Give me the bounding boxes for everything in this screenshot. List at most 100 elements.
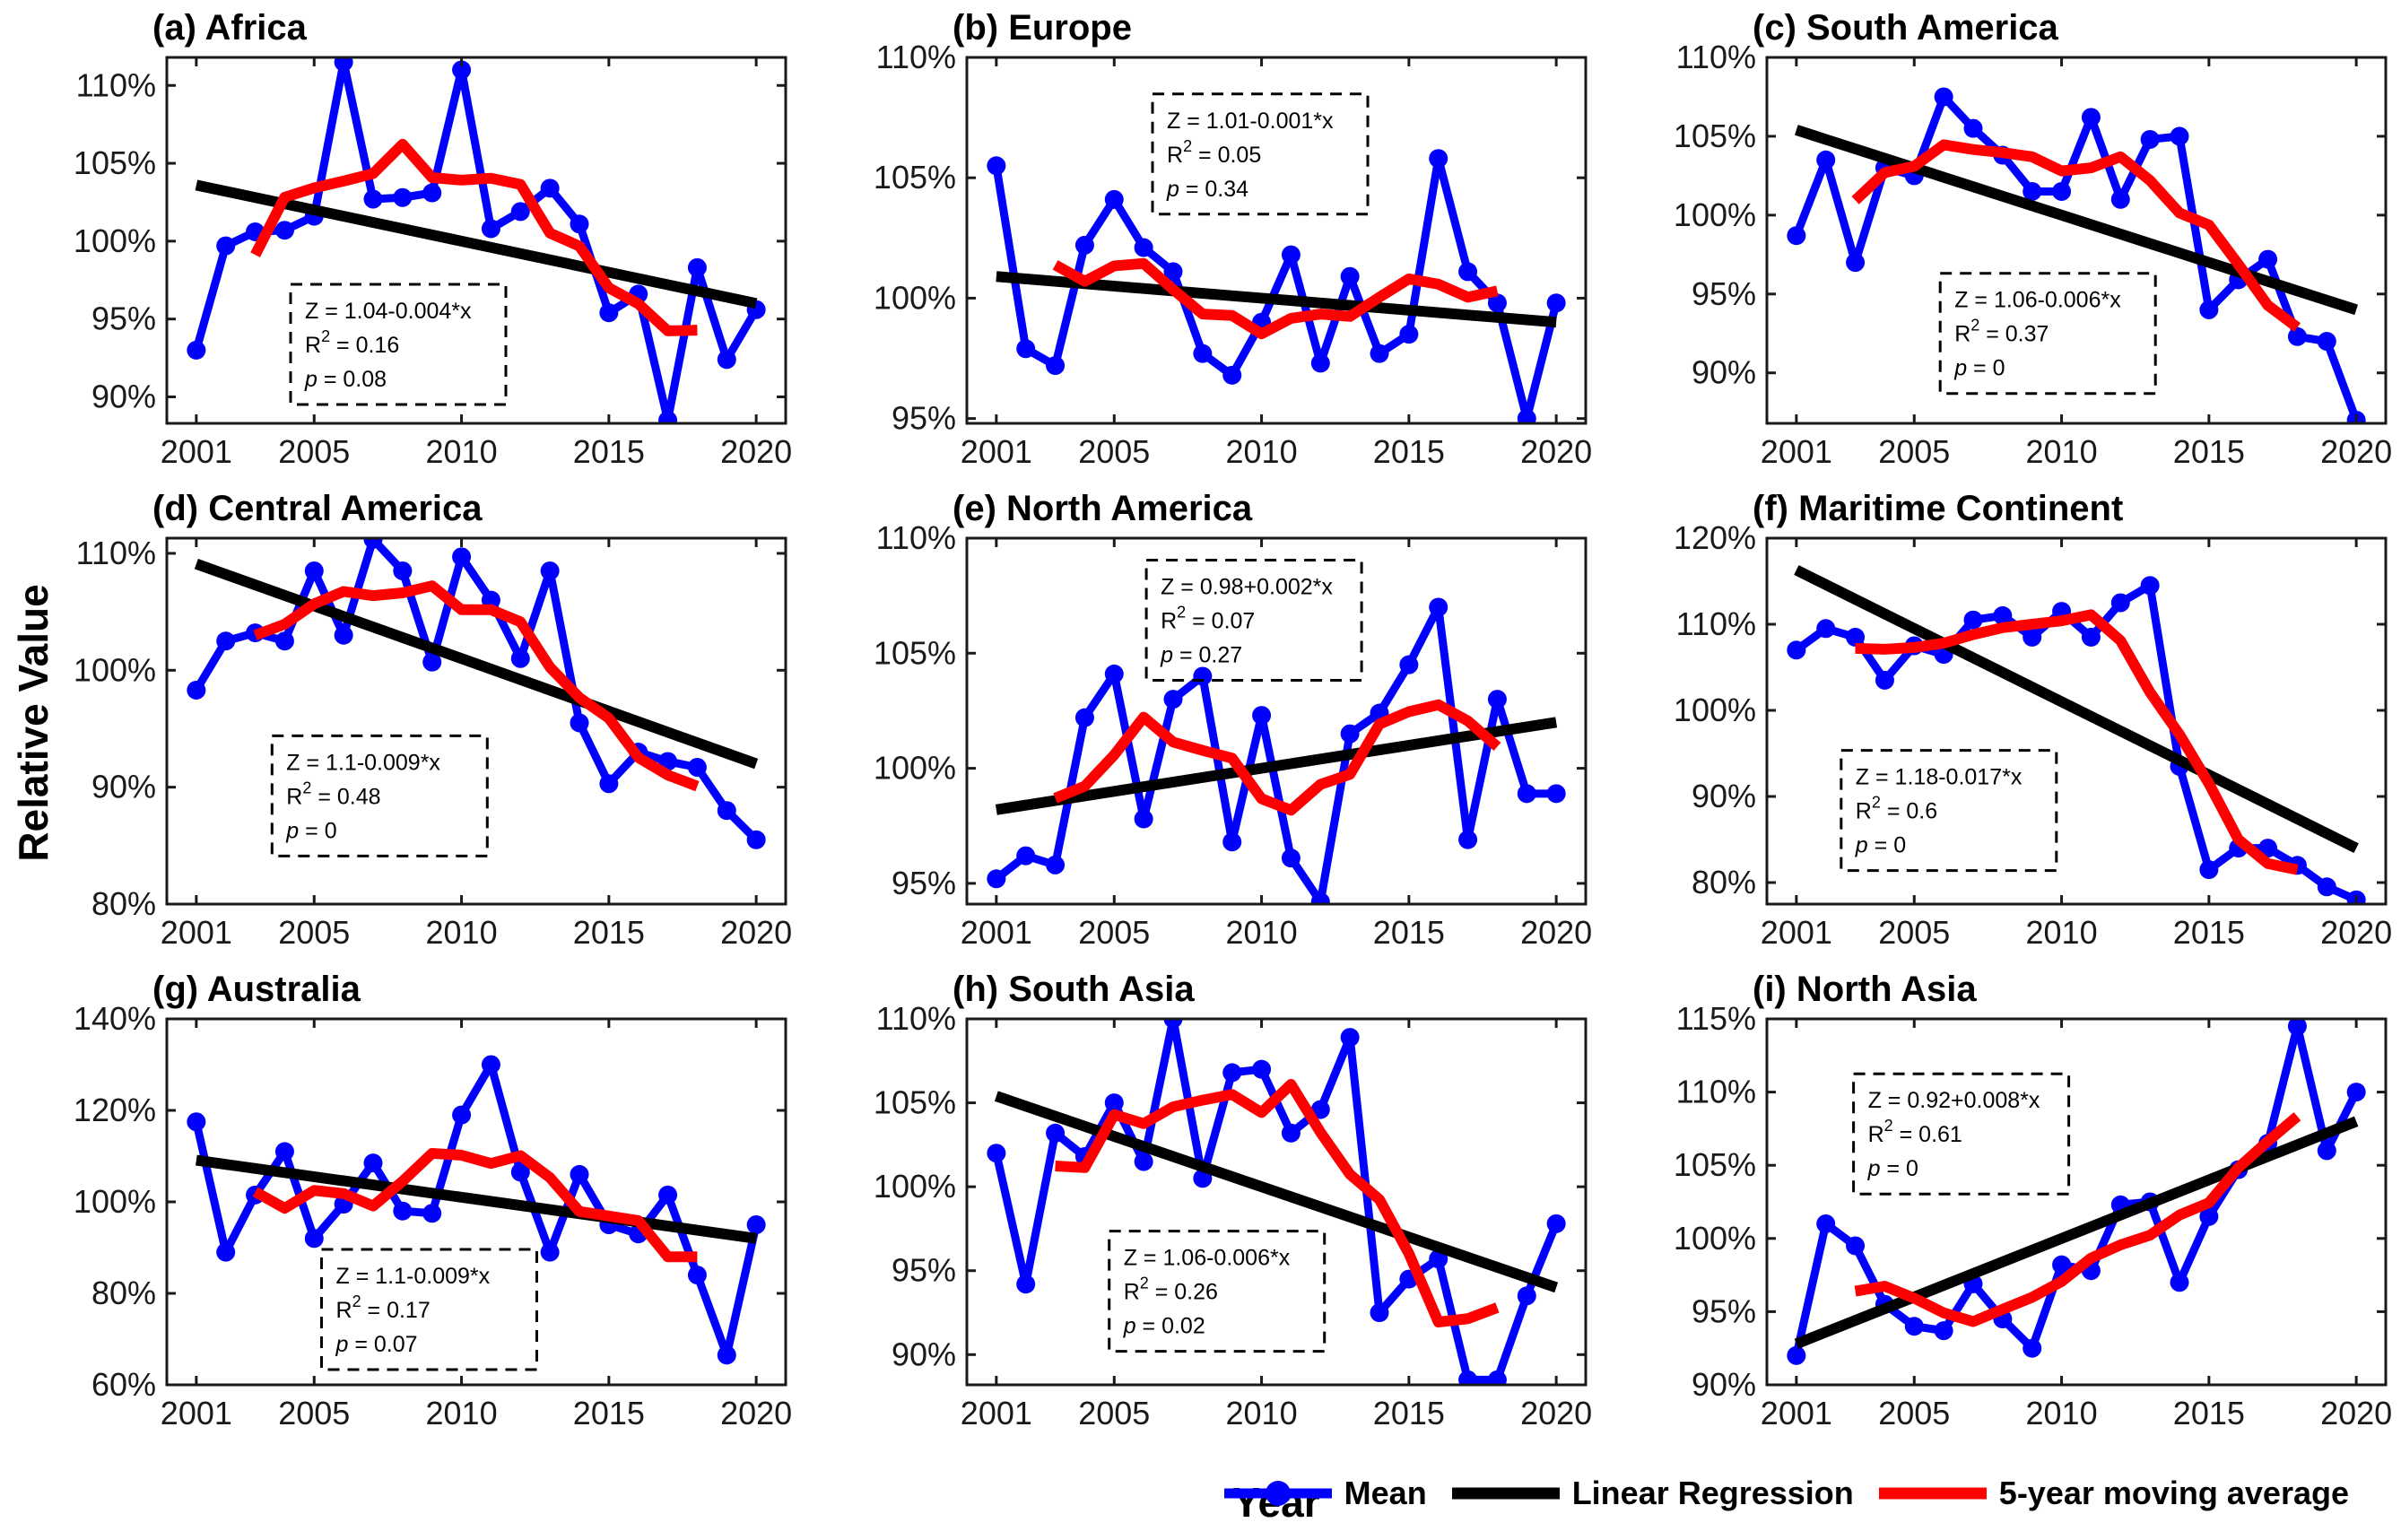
mean-data-point <box>1046 356 1066 376</box>
mean-data-point <box>1846 627 1866 647</box>
mean-data-point <box>1546 1214 1566 1233</box>
stats-equation: Z = 1.01-0.001*x <box>1167 109 1334 134</box>
mean-data-point <box>2287 326 2307 346</box>
mean-data-point <box>987 869 1006 889</box>
y-tick-label: 110% <box>876 39 956 75</box>
x-tick-label: 2005 <box>278 914 350 951</box>
y-tick-label: 100% <box>1674 1220 1756 1257</box>
legend-label-moving-average: 5-year moving average <box>1998 1475 2349 1511</box>
y-tick-label: 100% <box>1674 692 1756 728</box>
panel-h-chart: 90% 95% 100% 105% 110% 2001 2005 2010 2015 2020 (h… <box>874 970 1592 1431</box>
y-tick-label: 105% <box>874 1084 956 1121</box>
y-tick-label: 105% <box>1674 117 1756 154</box>
mean-data-point <box>363 189 383 209</box>
panel-e-chart: 95% 100% 105% 110% 2001 2005 2010 2015 2020 (e) N… <box>874 489 1592 951</box>
mean-data-point <box>1163 1019 1183 1029</box>
y-tick-label: 90% <box>91 769 156 805</box>
x-tick-label: 2010 <box>1226 1395 1298 1431</box>
mean-data-point <box>2287 1019 2307 1036</box>
stats-box <box>1108 1230 1327 1353</box>
mean-data-point <box>2258 249 2278 269</box>
mean-data-point <box>1787 1345 1806 1365</box>
x-tick-label: 2010 <box>2026 914 2098 951</box>
y-tick-label: 105% <box>874 634 956 671</box>
mean-data-point <box>1993 605 2013 625</box>
moving-average-line-icon <box>1878 1487 1987 1500</box>
y-tick-label: 110% <box>76 66 156 103</box>
mean-data-point <box>1134 238 1153 257</box>
stats-equation: Z = 1.1-0.009*x <box>336 1264 491 1289</box>
mean-data-point <box>2317 877 2336 897</box>
mean-data-point <box>334 625 353 645</box>
panel-title: (h) South Asia <box>953 970 1195 1009</box>
mean-data-point <box>1281 848 1301 868</box>
mean-data-point <box>1016 846 1036 866</box>
mean-data-point <box>363 538 383 549</box>
mean-data-point <box>1787 226 1806 246</box>
moving-average-line <box>250 138 698 336</box>
mean-data-point <box>1787 640 1806 660</box>
panel-title: (b) Europe <box>953 8 1132 48</box>
x-tick-label: 2015 <box>573 433 645 470</box>
regression-line <box>1795 125 2358 316</box>
mean-data-point <box>1816 619 1836 639</box>
x-tick-label: 2020 <box>720 914 792 951</box>
stats-p-value: p = 0 <box>285 818 336 843</box>
panel-a-chart: 90% 95% 100% 105% 110% 2001 2005 2010 2015 2020 (a… <box>74 8 792 470</box>
panel-c-chart: 90% 95% 100% 105% 110% 2001 2005 2010 2015 2020 (c… <box>1674 8 2392 470</box>
mean-data-point <box>1104 664 1124 683</box>
mean-data-point <box>510 202 530 222</box>
legend-item-mean: Mean <box>1221 1475 1427 1512</box>
stats-equation: Z = 0.92+0.008*x <box>1868 1088 2040 1113</box>
y-tick-label: 60% <box>91 1366 156 1403</box>
panel-title: (a) Africa <box>152 8 308 48</box>
stats-box <box>1852 1072 2071 1196</box>
x-tick-label: 2010 <box>426 1395 498 1431</box>
panel-g-chart: 60% 80% 100% 120% 140% 2001 2005 2010 2015 2020 (g… <box>74 970 792 1431</box>
mean-data-point <box>1310 1100 1330 1119</box>
mean-data-point <box>570 214 589 234</box>
panel-f-chart: 80% 90% 100% 110% 120% 2001 2005 2010 2015 2020 (f… <box>1674 489 2392 951</box>
mean-data-point <box>1222 1063 1242 1083</box>
x-tick-label: 2015 <box>573 1395 645 1431</box>
stats-box <box>320 1248 538 1371</box>
mean-data-point <box>216 1242 236 1262</box>
x-tick-label: 2001 <box>1761 433 1832 470</box>
y-tick-label: 95% <box>892 1252 956 1289</box>
moving-average-line <box>253 580 700 792</box>
y-axis-label: Relative Value <box>10 584 57 862</box>
moving-average-line <box>1052 257 1499 340</box>
mean-data-point <box>2199 300 2219 319</box>
mean-data-point <box>1399 655 1419 674</box>
plot-area <box>167 538 786 904</box>
x-tick-label: 2020 <box>2320 433 2392 470</box>
x-tick-label: 2010 <box>426 914 498 951</box>
mean-data-point <box>1340 266 1360 286</box>
x-tick-label: 2001 <box>961 1395 1032 1431</box>
mean-data-point <box>393 187 413 207</box>
y-tick-label: 105% <box>1674 1146 1756 1183</box>
x-tick-label: 2001 <box>1761 1395 1832 1431</box>
x-tick-label: 2005 <box>1878 1395 1950 1431</box>
mean-data-point <box>1934 87 1953 107</box>
y-tick-label: 95% <box>892 865 956 901</box>
axes-box <box>165 536 787 906</box>
mean-data-point <box>1074 235 1094 255</box>
mean-data-point <box>687 257 707 277</box>
mean-data-point <box>2199 1206 2219 1226</box>
legend-item-moving-average: 5-year moving average <box>1875 1475 2349 1512</box>
stats-r-squared: R2 = 0.26 <box>1124 1275 1218 1305</box>
regression-line <box>994 1091 1559 1293</box>
stats-box <box>1151 92 1370 216</box>
mean-data-point <box>1963 118 1983 138</box>
plot-area <box>1767 57 2386 423</box>
y-tick-label: 140% <box>74 1000 156 1037</box>
stats-box <box>1938 272 2157 396</box>
mean-data-point <box>334 57 353 72</box>
mean-data-point <box>481 1055 500 1075</box>
y-tick-label: 120% <box>1674 519 1756 556</box>
mean-data-point <box>2170 1273 2189 1292</box>
mean-data-point <box>1458 1370 1478 1385</box>
y-tick-label: 110% <box>1676 605 1756 642</box>
